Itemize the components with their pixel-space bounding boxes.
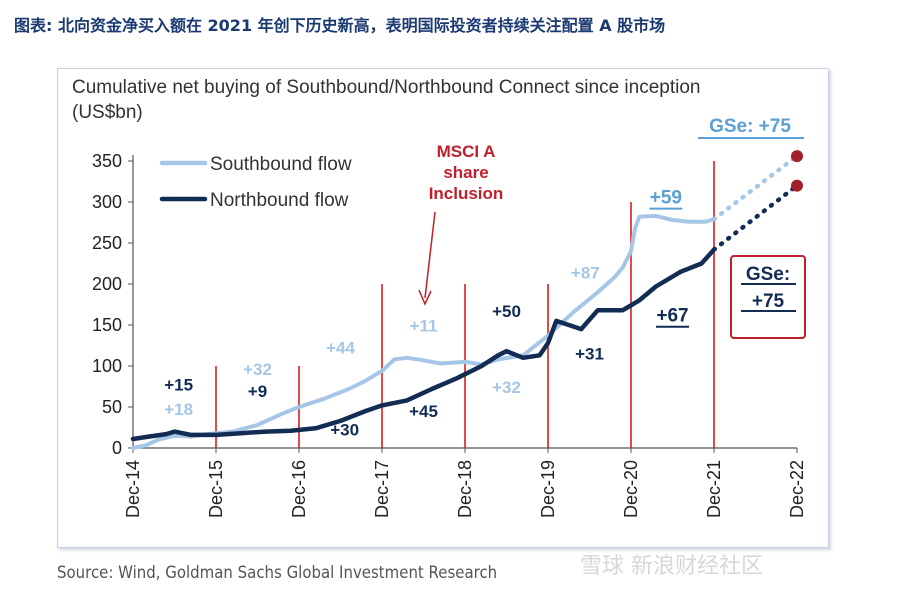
period-flow-label: +59: [650, 188, 682, 209]
gse-northbound-estimate: +75: [752, 291, 785, 312]
axes-layer: 0 50 100 150 200 250 300 350 Dec-14 Dec-15 Dec-16 D…: [92, 151, 807, 518]
period-flow-label: +11: [410, 317, 438, 336]
gse-northbound-box: [730, 255, 806, 339]
chart-title-text: Cumulative net buying of Southbound/Nort…: [72, 77, 701, 98]
period-flow-label: +67: [656, 306, 688, 327]
series-layer: [130, 150, 803, 450]
page-heading: 图表: 北向资金净买入额在 2021 年创下历史新高，表明国际投资者持续关注配置…: [14, 16, 666, 35]
msci-inclusion-label: Inclusion: [429, 184, 504, 203]
period-flow-label: +9: [248, 382, 267, 401]
x-tick-label: Dec-21: [704, 460, 724, 518]
period-flow-label: +44: [326, 339, 355, 358]
y-tick-label: 350: [92, 151, 122, 171]
x-tick-label: Dec-18: [455, 460, 475, 518]
x-tick-label: Dec-16: [289, 460, 309, 518]
y-axis-unit-label: (US$bn): [72, 102, 143, 123]
y-tick-label: 200: [92, 274, 122, 294]
vertical-markers: [215, 161, 715, 448]
msci-inclusion-label: share: [443, 163, 488, 182]
period-flow-label: +32: [492, 378, 521, 397]
y-tick-label: 250: [92, 233, 122, 253]
legend: Southbound flow Northbound flow: [159, 154, 352, 211]
x-tick-label: Dec-17: [372, 460, 392, 518]
legend-label: Northbound flow: [210, 190, 349, 211]
y-tick-label: 100: [92, 356, 122, 376]
period-flow-label: +15: [164, 376, 193, 395]
msci-arrow-line: [424, 211, 436, 299]
x-tick-label: Dec-15: [206, 460, 226, 518]
southbound-projection-line: [711, 153, 800, 222]
legend-label: Southbound flow: [210, 154, 352, 175]
period-flow-label: +18: [164, 400, 193, 419]
period-flow-label: +30: [330, 421, 359, 440]
watermark-text: 雪球 新浪财经社区: [580, 554, 763, 579]
period-flow-label: +50: [492, 302, 521, 321]
y-tick-label: 50: [102, 397, 122, 417]
x-tick-label: Dec-22: [787, 460, 807, 518]
source-note: Source: Wind, Goldman Sachs Global Inves…: [57, 563, 498, 583]
x-tick-label: Dec-14: [123, 460, 143, 518]
chart-title: Cumulative net buying of Southbound/Nort…: [72, 75, 700, 125]
southbound-projection-endpoint: [791, 150, 803, 163]
period-flow-label: +31: [575, 344, 604, 363]
msci-inclusion-label: MSCI A: [437, 142, 496, 161]
y-tick-label: 0: [112, 438, 122, 458]
y-tick-label: 300: [92, 192, 122, 212]
period-flow-label: +87: [571, 263, 600, 282]
y-tick-label: 150: [92, 315, 122, 335]
period-flow-label: +45: [409, 402, 438, 421]
northbound-projection-endpoint: [791, 179, 803, 192]
chart-panel: [57, 68, 829, 548]
msci-arrow-head: [418, 289, 432, 306]
x-tick-label: Dec-20: [621, 460, 641, 518]
northbound-series-line: [130, 247, 717, 442]
period-flow-label: +32: [243, 360, 272, 379]
x-tick-label: Dec-19: [538, 460, 558, 518]
annotation-layer: +15 +18 +32 +9 +44 +30 +11 +45 +50 +32 +87 +31 +59 +6…: [164, 116, 806, 440]
northbound-projection-line: [711, 183, 800, 252]
gse-northbound-estimate: GSe:: [746, 264, 790, 285]
gse-southbound-estimate: GSe: +75: [709, 116, 791, 137]
